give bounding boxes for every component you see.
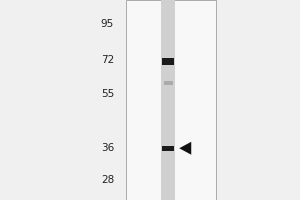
Text: 28: 28 [101,175,114,185]
Text: 95: 95 [101,19,114,29]
Text: 55: 55 [101,89,114,99]
Polygon shape [179,142,191,155]
Bar [162,146,174,151]
Text: 72: 72 [101,55,114,65]
Bar [162,58,174,65]
Text: 36: 36 [101,143,114,153]
Bar [161,0,175,200]
Bar [164,81,172,85]
Bar [126,0,216,200]
